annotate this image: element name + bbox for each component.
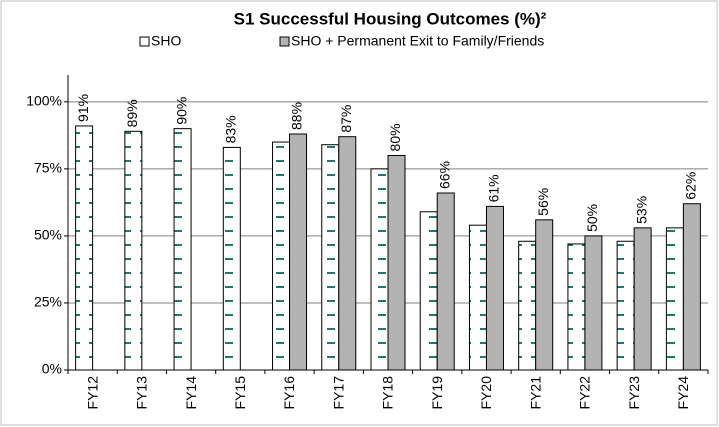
legend-swatch	[139, 36, 150, 47]
data-label: 87%	[338, 105, 354, 133]
data-label: 50%	[584, 204, 600, 232]
x-tick-label: FY18	[380, 376, 396, 410]
bar	[124, 130, 143, 371]
bar	[173, 128, 192, 371]
x-tick-label: FY20	[478, 376, 494, 410]
bar	[370, 168, 389, 371]
x-tick-label: FY21	[527, 376, 543, 410]
data-label: 91%	[75, 94, 91, 122]
y-tick-label: 0%	[42, 361, 62, 377]
legend-label: SHO + Permanent Exit to Family/Friends	[291, 33, 544, 49]
bar	[436, 192, 455, 371]
bar	[321, 144, 340, 371]
data-label: 88%	[289, 102, 305, 130]
legend-label: SHO	[151, 33, 181, 49]
x-tick-label: FY16	[281, 376, 297, 410]
chart-title: S1 Successful Housing Outcomes (%)²	[234, 9, 547, 28]
data-label: 89%	[124, 99, 140, 127]
x-tick-label: FY15	[232, 376, 248, 410]
x-tick-label: FY19	[429, 376, 445, 410]
data-label: 83%	[223, 115, 239, 143]
bar	[75, 125, 94, 371]
bar	[535, 219, 554, 371]
bar	[633, 227, 652, 371]
x-tick-label: FY13	[134, 376, 150, 410]
bar	[387, 154, 406, 371]
y-tick-label: 100%	[26, 93, 62, 109]
x-tick-label: FY23	[626, 376, 642, 410]
bar	[682, 203, 701, 371]
bar	[272, 141, 291, 371]
y-tick-label: 50%	[34, 227, 62, 243]
bar	[567, 243, 586, 371]
x-tick-label: FY17	[330, 376, 346, 410]
data-label: 62%	[683, 172, 699, 200]
bar	[616, 240, 635, 371]
x-tick-label: FY22	[577, 376, 593, 410]
data-label: 53%	[633, 196, 649, 224]
x-tick-label: FY24	[675, 376, 691, 410]
x-tick-label: FY12	[84, 376, 100, 410]
data-label: 90%	[173, 97, 189, 125]
bar	[468, 224, 487, 371]
bar	[419, 211, 438, 371]
data-label: 56%	[535, 188, 551, 216]
data-label: 61%	[486, 174, 502, 202]
legend-swatch	[279, 36, 290, 47]
data-label: 66%	[436, 161, 452, 189]
bar	[665, 227, 684, 371]
bar	[338, 136, 357, 371]
bar	[222, 146, 241, 371]
bar	[485, 205, 504, 371]
y-tick-label: 75%	[34, 160, 62, 176]
data-label: 80%	[387, 123, 403, 151]
bar	[289, 133, 308, 371]
bar	[518, 240, 537, 371]
bar	[584, 235, 603, 371]
y-tick-label: 25%	[34, 294, 62, 310]
x-tick-label: FY14	[183, 376, 199, 410]
